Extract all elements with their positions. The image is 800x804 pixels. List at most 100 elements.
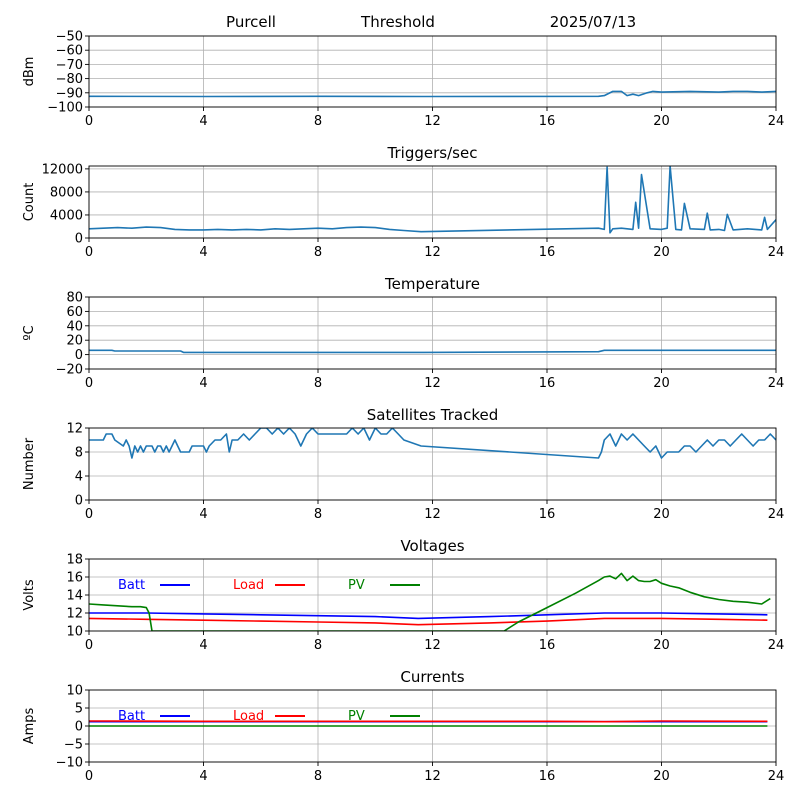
rssi-ytick-label: −60 [56,44,83,59]
voltages-xtick-label: 8 [314,638,322,653]
triggers-ytick-label: 4000 [50,208,83,223]
currents-legend-pv-label: PV [348,709,365,724]
currents-xtick-label: 12 [424,769,441,784]
rssi-xtick-label: 16 [539,114,556,129]
satellites-xtick-label: 16 [539,507,556,522]
satellites-ytick-label: 12 [66,422,83,437]
temperature-ytick-label: 80 [66,291,83,306]
triggers-xtick-label: 12 [424,245,441,260]
voltages-panel [85,558,777,635]
temperature-xtick-label: 0 [85,376,93,391]
voltages-ytick-label: 14 [66,589,83,604]
header-station: Purcell [226,13,276,31]
temperature-ytick-label: 40 [66,319,83,334]
triggers-ytick-label: 12000 [42,162,83,177]
satellites-ylabel: Number [22,437,37,490]
triggers-xtick-label: 4 [199,245,207,260]
rssi-xtick-label: 20 [653,114,670,129]
triggers-ylabel: Count [22,183,37,222]
temperature-ytick-label: 20 [66,334,83,349]
voltages-xtick-label: 16 [539,638,556,653]
satellites-xtick-label: 4 [199,507,207,522]
satellites-ytick-label: 8 [75,446,83,461]
currents-ytick-label: 5 [75,702,83,717]
voltages-xtick-label: 12 [424,638,441,653]
temperature-panel [85,296,777,373]
temperature-ylabel: ºC [22,325,37,340]
voltages-ytick-label: 12 [66,607,83,622]
triggers-series-line [89,166,776,234]
triggers-title: Triggers/sec [387,144,478,162]
voltages-legend-batt-label: Batt [118,578,145,593]
satellites-title: Satellites Tracked [367,406,498,424]
temperature-ytick-label: −20 [56,363,83,378]
currents-legend-batt-label: Batt [118,709,145,724]
voltages-legend-pv-label: PV [348,578,365,593]
currents-xtick-label: 8 [314,769,322,784]
currents-series-load [89,720,768,723]
currents-ylabel: Amps [22,707,37,744]
triggers-xtick-label: 8 [314,245,322,260]
currents-legend-load-label: Load [233,709,264,724]
currents-ytick-label: −10 [56,756,83,771]
temperature-xtick-label: 4 [199,376,207,391]
voltages-xtick-label: 0 [85,638,93,653]
voltages-ytick-label: 18 [66,553,83,568]
currents-xtick-label: 16 [539,769,556,784]
temperature-xtick-label: 24 [768,376,785,391]
rssi-ytick-label: −80 [56,72,83,87]
header-date: 2025/07/13 [550,13,636,31]
satellites-ytick-label: 0 [75,494,83,509]
triggers-xtick-label: 0 [85,245,93,260]
temperature-ytick-label: 60 [66,305,83,320]
triggers-xtick-label: 16 [539,245,556,260]
voltages-xtick-label: 4 [199,638,207,653]
voltages-legend-load-label: Load [233,578,264,593]
currents-panel [85,689,777,766]
currents-xtick-label: 20 [653,769,670,784]
voltages-ytick-label: 16 [66,571,83,586]
currents-xtick-label: 0 [85,769,93,784]
rssi-ytick-label: −70 [56,58,83,73]
temperature-series-line [89,349,776,354]
temperature-xtick-label: 16 [539,376,556,391]
voltages-ytick-label: 10 [66,625,83,640]
currents-ytick-label: −5 [64,738,83,753]
rssi-ytick-label: −50 [56,30,83,45]
rssi-xtick-label: 0 [85,114,93,129]
currents-xtick-label: 24 [768,769,785,784]
voltages-series-load [89,617,768,626]
satellites-xtick-label: 8 [314,507,322,522]
rssi-ylabel: dBm [22,57,37,87]
rssi-panel [85,35,777,111]
satellites-ytick-label: 4 [75,470,83,485]
temperature-title: Temperature [384,275,480,293]
voltages-series-batt [89,612,768,620]
rssi-ytick-label: −90 [56,86,83,101]
satellites-xtick-label: 0 [85,507,93,522]
voltages-series-pv [89,572,771,631]
voltages-xtick-label: 20 [653,638,670,653]
rssi-series-line [89,90,776,98]
currents-ytick-label: 0 [75,720,83,735]
currents-title: Currents [400,668,464,686]
triggers-ytick-label: 0 [75,232,83,247]
currents-ytick-label: 10 [66,684,83,699]
voltages-title: Voltages [400,537,464,555]
triggers-xtick-label: 24 [768,245,785,260]
temperature-xtick-label: 12 [424,376,441,391]
temperature-ytick-label: 0 [75,348,83,363]
voltages-ylabel: Volts [22,579,37,611]
header-mode: Threshold [360,13,435,31]
satellites-series-line [89,428,776,459]
rssi-xtick-label: 24 [768,114,785,129]
rssi-xtick-label: 12 [424,114,441,129]
currents-xtick-label: 4 [199,769,207,784]
voltages-xtick-label: 24 [768,638,785,653]
rssi-xtick-label: 4 [199,114,207,129]
satellites-xtick-label: 24 [768,507,785,522]
satellites-xtick-label: 20 [653,507,670,522]
temperature-xtick-label: 20 [653,376,670,391]
rssi-xtick-label: 8 [314,114,322,129]
